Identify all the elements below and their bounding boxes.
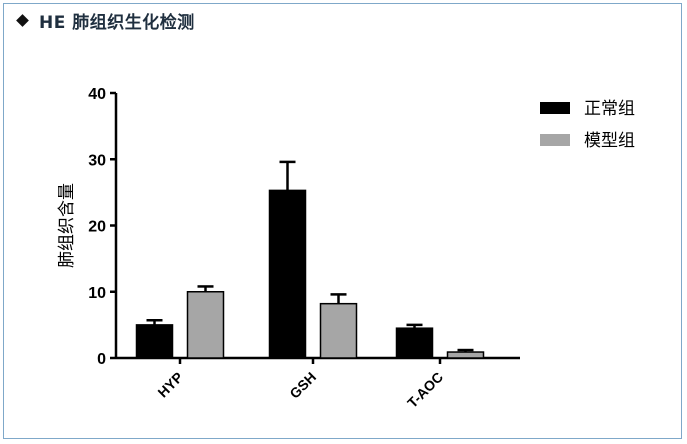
y-tick-label: 40 — [88, 86, 106, 103]
x-category-label: T-AOC — [404, 369, 446, 411]
bar-hyp-normal — [135, 324, 174, 359]
y-tick-label: 10 — [88, 285, 106, 302]
bar-t-aoc-normal — [395, 327, 434, 359]
legend-swatch — [540, 134, 570, 146]
x-category-label: GSH — [286, 369, 319, 402]
bar-gsh-normal — [268, 189, 307, 359]
y-axis-label: 肺组织含量 — [57, 183, 77, 268]
figure-heading: HE 肺组织生化检测 — [12, 6, 195, 34]
legend-label: 正常组 — [584, 99, 635, 119]
bar-t-aoc-model — [446, 351, 485, 359]
y-tick-label: 0 — [97, 351, 106, 368]
legend-label: 模型组 — [584, 131, 635, 151]
x-category-label: HYP — [154, 369, 186, 401]
bar-hyp-model — [186, 291, 225, 359]
y-tick-label: 20 — [88, 219, 106, 236]
bar-gsh-model — [319, 302, 358, 359]
y-tick-label: 30 — [88, 152, 106, 169]
figure-title: HE 肺组织生化检测 — [39, 12, 195, 33]
legend-swatch — [540, 102, 570, 114]
